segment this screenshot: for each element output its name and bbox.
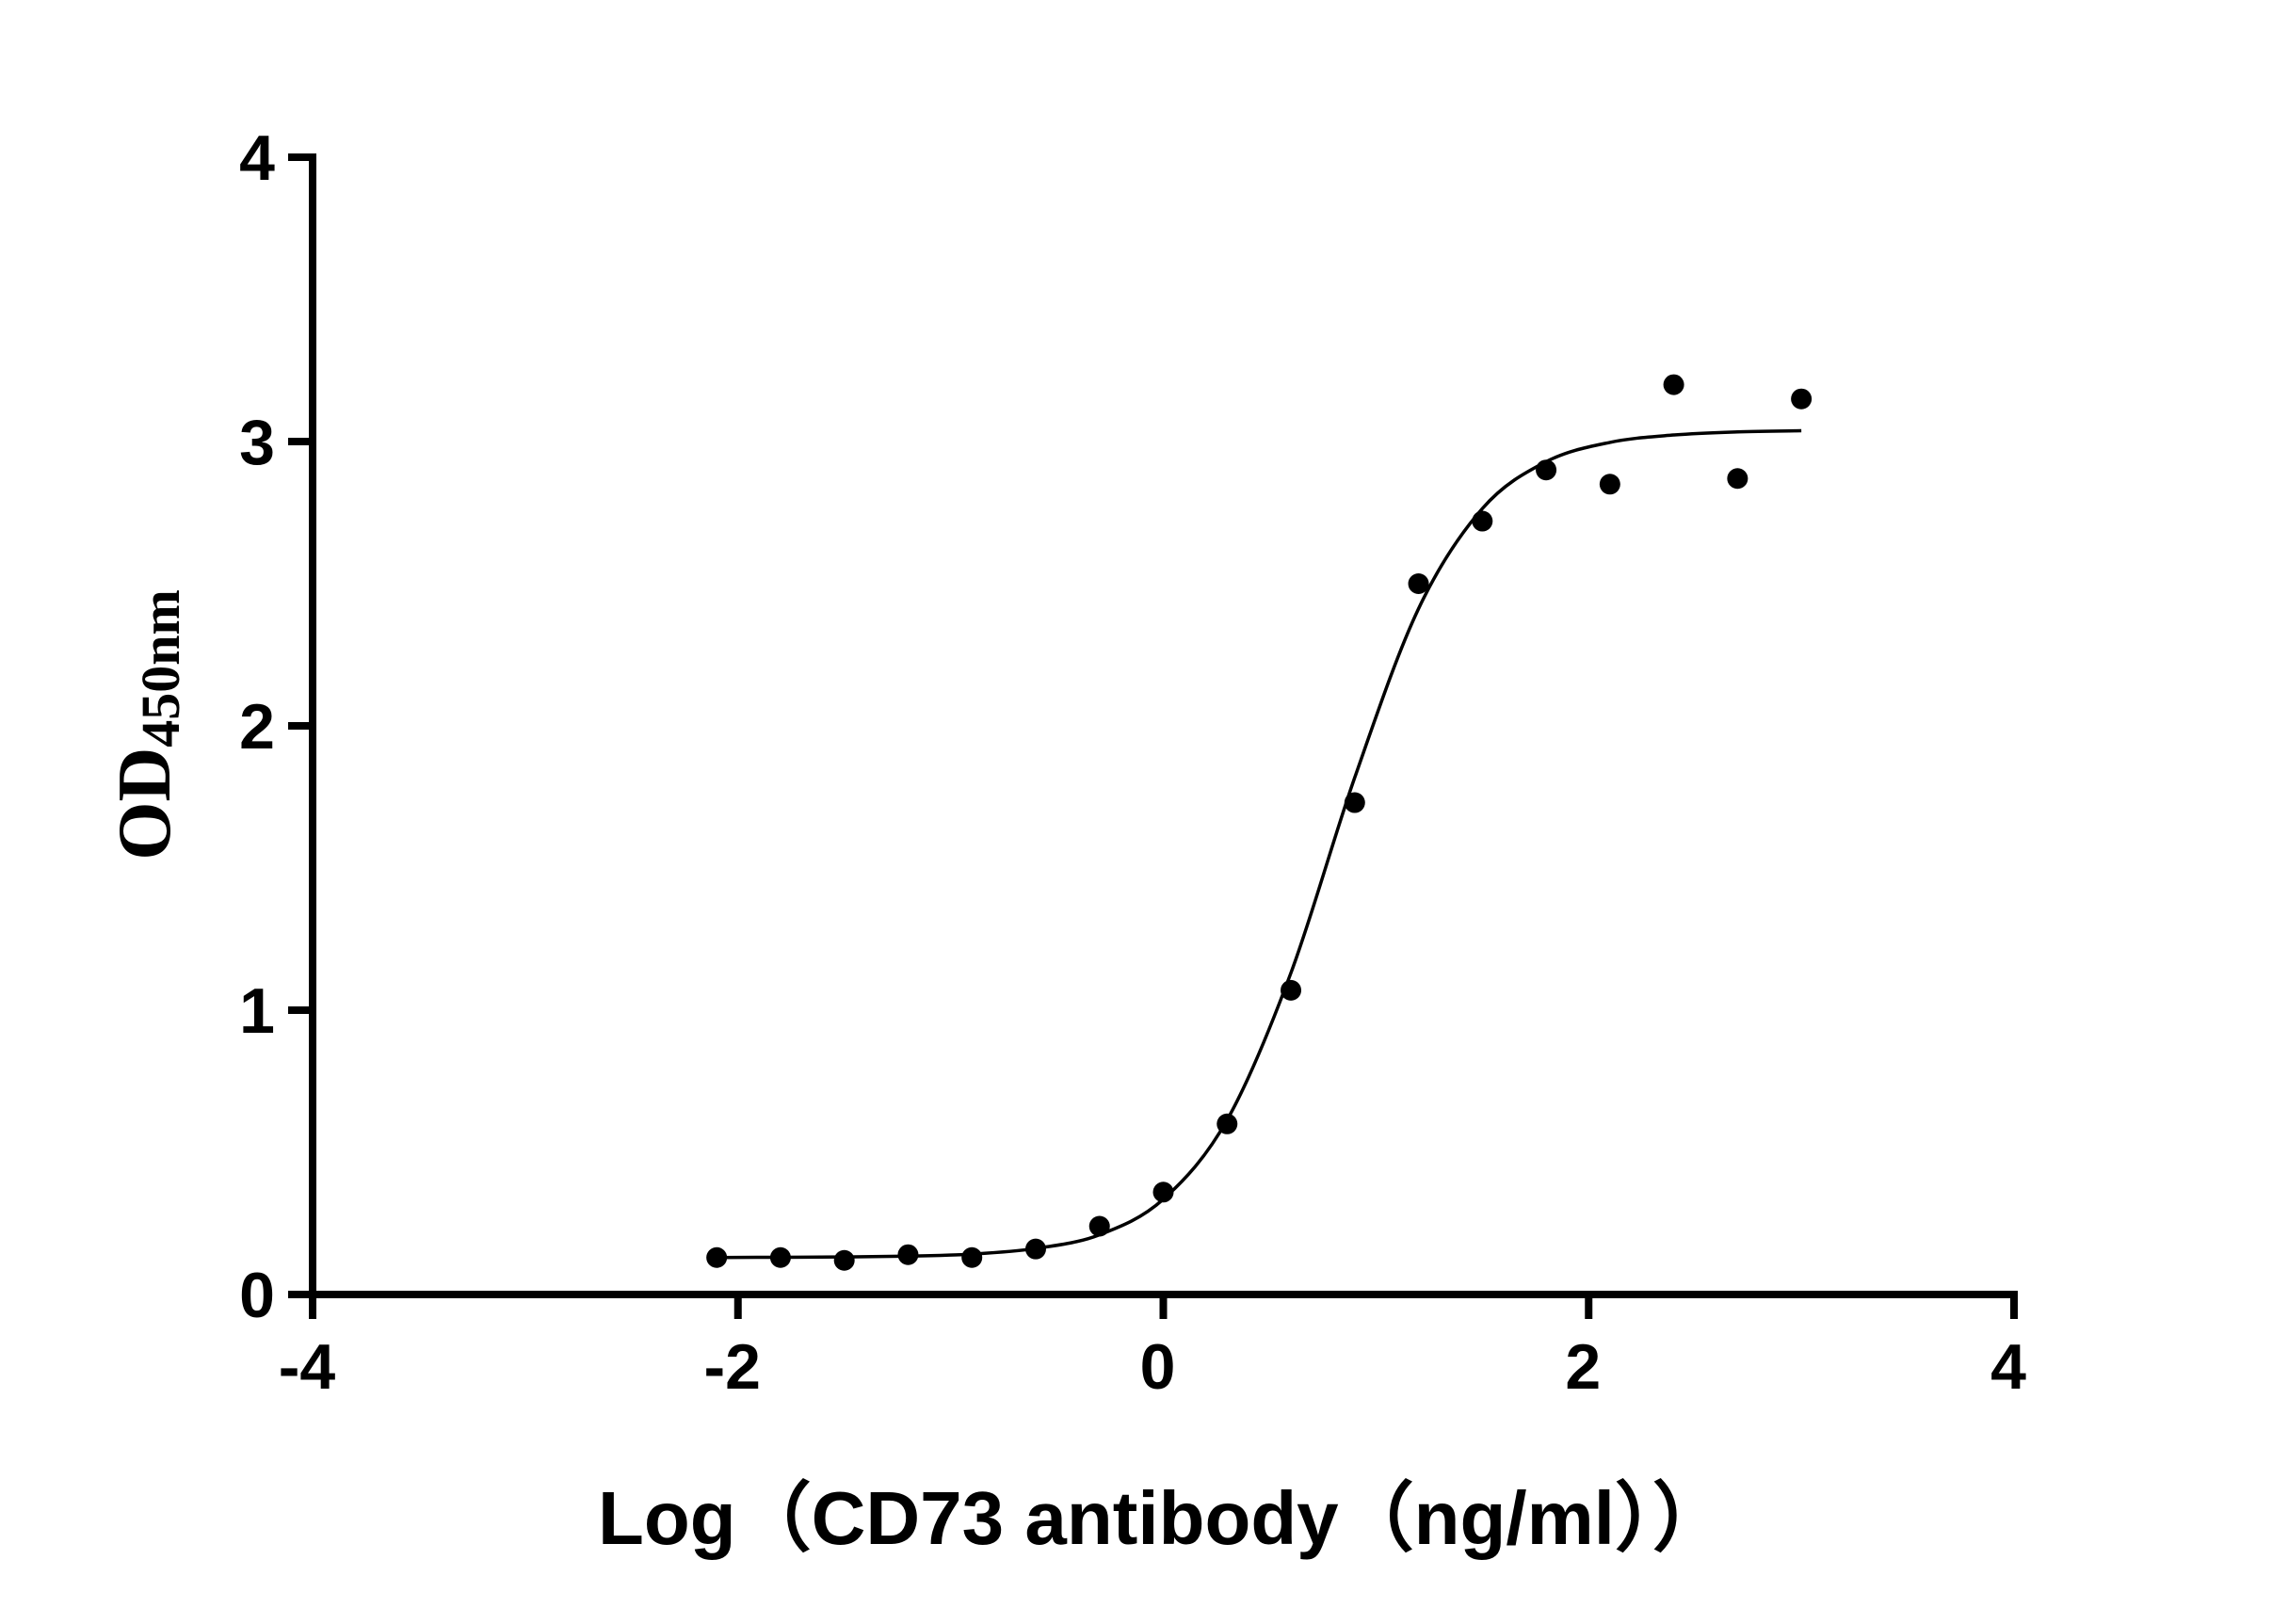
data-point <box>1152 1182 1174 1203</box>
data-point <box>1791 388 1813 410</box>
y-tick-label: 1 <box>239 975 275 1047</box>
data-point <box>1408 573 1429 594</box>
y-axis-title-main: OD <box>104 748 186 860</box>
data-point <box>833 1249 855 1271</box>
y-tick-label: 2 <box>239 691 275 763</box>
x-tick-label: -2 <box>704 1331 761 1403</box>
x-tick-label: 0 <box>1140 1331 1176 1403</box>
fit-curve <box>717 428 1802 1260</box>
y-axis-title: OD450nm <box>104 589 191 860</box>
y-axis-title-sub: 450nm <box>130 589 191 748</box>
x-tick-label: 4 <box>1990 1331 2026 1403</box>
data-point <box>961 1246 983 1268</box>
x-tick-label: 2 <box>1565 1331 1601 1403</box>
data-point <box>1727 468 1748 490</box>
data-point <box>1599 474 1620 495</box>
data-point <box>1663 374 1684 395</box>
x-axis-title: Log（CD73 antibody（ng/ml）） <box>598 1476 1728 1560</box>
y-tick-label: 0 <box>239 1260 275 1331</box>
x-tick-label: -4 <box>279 1331 336 1403</box>
y-tick-label: 3 <box>239 407 275 478</box>
y-tick-label: 4 <box>239 122 275 194</box>
data-point <box>1472 510 1493 532</box>
